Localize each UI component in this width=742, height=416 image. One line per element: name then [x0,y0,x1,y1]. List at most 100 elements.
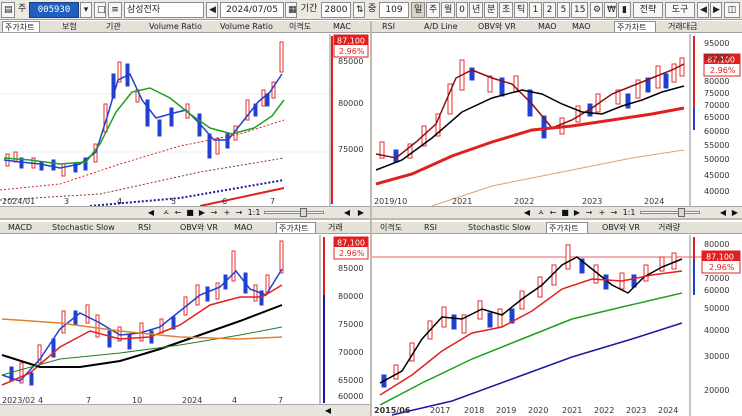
unit-day[interactable]: 일 [411,2,425,18]
unit-week[interactable]: 주 [426,2,440,18]
stop-icon[interactable]: ■ [561,208,569,217]
date-input[interactable]: 2024/07/05 [220,2,284,18]
chart-panel-top-left[interactable]: 주가차트 보험 기관 Volume Ratio Volume Ratio 이격도… [0,21,370,218]
tab-obv-vr[interactable]: OBV와 VR [602,223,640,232]
play-icon[interactable]: ▶ [573,208,581,217]
zoom-in-icon[interactable]: ㅅ [537,208,545,217]
bar-chart-icon[interactable]: ▮ [618,2,631,18]
mode-icon[interactable]: □ [94,2,106,18]
stop-icon[interactable]: ■ [186,208,194,217]
chart-panel-bottom-right[interactable]: 이격도 RSI Stochastic Slow 주가차트 OBV와 VR 거래량 [372,220,742,416]
tools-button[interactable]: 도구 [665,2,695,18]
prev-arrow-icon[interactable]: ◀ [206,2,218,18]
unit-year[interactable]: 년 [469,2,483,18]
qty-input[interactable]: 109 [379,2,409,18]
indicator-tabs: 이격도 RSI Stochastic Slow 주가차트 OBV와 VR 거래량 [372,222,742,234]
right-arrow-icon[interactable]: ▶ [357,208,365,217]
unit-1[interactable]: 1 [529,2,542,18]
menu-icon[interactable]: ▤ [1,2,15,18]
tab-mao[interactable]: MAO [234,223,253,232]
chart-panel-bottom-left[interactable]: MACD Stochastic Slow RSI OBV와 VR MAO 주가차… [0,220,370,416]
y-tick-label: 85000 [338,264,363,273]
zoom-slider-knob[interactable] [678,208,685,217]
unit-2[interactable]: 2 [543,2,556,18]
forward-icon[interactable]: → [210,208,218,217]
zoom-slider[interactable] [640,211,700,214]
stock-code-input[interactable]: 005930 [29,2,79,18]
tab-volume[interactable]: 거래 [328,223,343,232]
settings-icon[interactable]: ⚙ [590,2,603,18]
ma-mid-black [375,85,685,171]
arrow-icon[interactable]: ← [174,208,182,217]
unit-minute[interactable]: 분 [484,2,498,18]
price-chart-area[interactable]: 87,100 2.96% 80000 70000 60000 50000 400… [372,235,742,416]
tab-mao-1[interactable]: MAO [538,22,557,31]
tab-institution[interactable]: 기관 [106,22,121,31]
period-input[interactable]: 2800 [321,2,351,18]
expand-icon[interactable]: ◫ [724,2,740,18]
zoom-in-icon[interactable]: ㅅ [162,208,170,217]
search-icon[interactable]: ▾ [80,2,92,18]
unit-month[interactable]: 월 [441,2,455,18]
unit-5[interactable]: 5 [557,2,570,18]
unit-second[interactable]: 초 [499,2,513,18]
tab-rsi[interactable]: RSI [424,223,437,232]
arrow-icon[interactable]: ← [549,208,557,217]
splitter-horizontal[interactable] [0,218,742,220]
tab-obv-vr[interactable]: OBV와 VR [478,22,516,31]
prev-icon[interactable]: ◀ [697,2,709,18]
tab-price-chart[interactable]: 주가차트 [614,21,656,32]
play-icon[interactable]: ▶ [198,208,206,217]
stock-name-field[interactable]: 삼성전자 [124,2,204,18]
tab-trading-value[interactable]: 거래대금 [668,22,698,31]
ma-60-black [1,304,283,368]
tab-macd[interactable]: MACD [8,223,32,232]
tab-volume-ratio-2[interactable]: Volume Ratio [220,22,273,31]
tab-obv-vr[interactable]: OBV와 VR [180,223,218,232]
calendar-icon[interactable]: ▦ [285,2,297,18]
tab-price-chart[interactable]: 주가차트 [276,222,316,233]
strategy-button[interactable]: 전략 [633,2,663,18]
end-icon[interactable]: → [235,208,243,217]
scroll-left-icon[interactable]: ◀ [147,208,155,217]
unit-15[interactable]: 15 [571,2,588,18]
end-icon[interactable]: → [610,208,618,217]
next-icon[interactable]: ▶ [710,2,722,18]
tab-price-chart[interactable]: 주가차트 [546,222,588,233]
tab-rsi[interactable]: RSI [382,22,395,31]
price-candles-down [9,272,264,386]
scroll-left-icon[interactable]: ◀ [523,208,531,217]
tab-disparity[interactable]: 이격도 [380,223,403,232]
tab-mao-2[interactable]: MAO [572,22,591,31]
tab-disparity[interactable]: 이격도 [289,22,312,31]
tab-volume[interactable]: 거래량 [658,223,681,232]
unit-zero[interactable]: 0 [456,2,468,18]
price-chart-area[interactable]: 87,100 2.96% 85000 80000 75000 70000 650… [0,235,370,405]
compare-icon[interactable]: ⇅ [353,2,365,18]
list-icon[interactable]: ≡ [108,2,122,18]
currency-icon[interactable]: ₩ [604,2,617,18]
x-tick-label: 2024 [658,406,678,415]
tab-mac[interactable]: MAC [333,22,351,31]
forward-icon[interactable]: → [585,208,593,217]
tab-price-chart[interactable]: 주가차트 [2,21,40,32]
zoom-slider[interactable] [264,211,324,214]
tab-rsi[interactable]: RSI [138,223,151,232]
tab-volume-ratio-1[interactable]: Volume Ratio [149,22,202,31]
price-chart-area[interactable]: 87,100 2.96% 85000 80000 75000 2024/01 3… [0,34,370,206]
tab-ad-line[interactable]: A/D Line [424,22,458,31]
chart-panel-top-right[interactable]: RSI A/D Line OBV와 VR MAO MAO 주가차트 거래대금 [372,21,742,218]
tab-stochastic-slow[interactable]: Stochastic Slow [468,223,531,232]
zoom-slider-knob[interactable] [300,208,307,217]
right-arrow-icon[interactable]: ▶ [731,208,739,217]
tab-stochastic-slow[interactable]: Stochastic Slow [52,223,115,232]
left-arrow-icon[interactable]: ◀ [719,208,727,217]
unit-tick[interactable]: 틱 [514,2,528,18]
zoom-out-icon[interactable]: + [598,208,606,217]
price-chart-area[interactable]: 87,100 2.96% 95000 90000 80000 75000 700… [372,34,742,206]
left-arrow-icon[interactable]: ◀ [343,208,351,217]
zoom-out-icon[interactable]: + [223,208,231,217]
tab-insurance[interactable]: 보험 [62,22,77,31]
left-arrow-icon[interactable]: ◀ [324,406,332,415]
y-tick-label: 70000 [338,348,363,357]
